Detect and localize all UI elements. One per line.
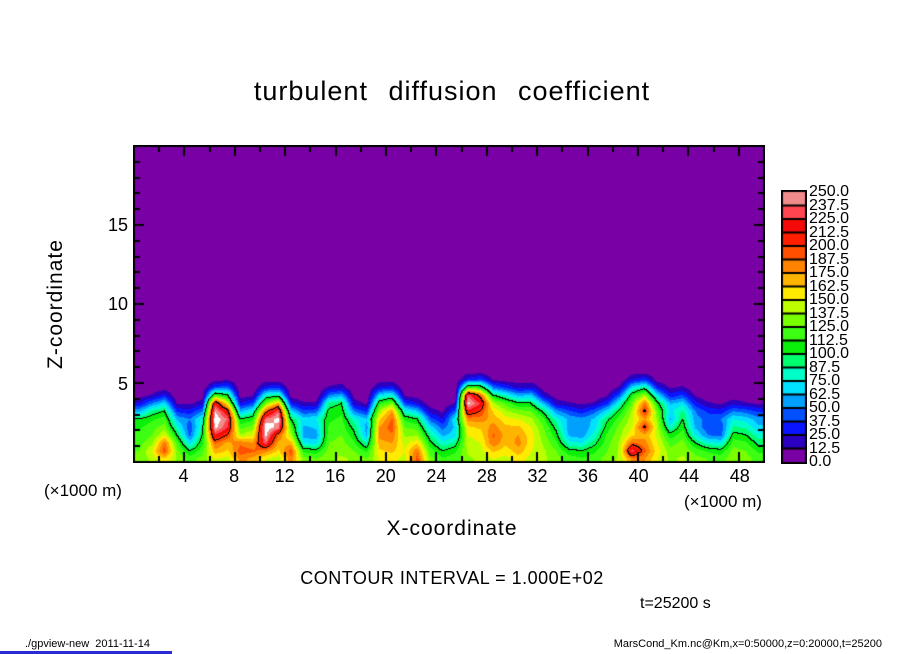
colorbar-label: 200.0: [809, 237, 850, 254]
x-tick-label: 16: [325, 466, 346, 486]
chart-title: turbulent diffusion coefficient: [253, 76, 651, 106]
colorbar-label: 62.5: [809, 385, 841, 403]
x-axis-unit-left: (×1000 m): [44, 481, 122, 500]
colorbar-label: 50.0: [809, 399, 841, 416]
footer-underline-bar: [0, 651, 172, 654]
colorbar-label: 187.5: [809, 250, 850, 268]
x-tick-label: 48: [729, 466, 750, 486]
x-tick-label: 20: [375, 466, 396, 486]
y-tick-label: 15: [107, 214, 128, 235]
colorbar-label: 225.0: [809, 210, 850, 227]
x-axis-label: X-coordinate: [386, 517, 518, 540]
colorbar-label: 75.0: [809, 372, 841, 389]
colorbar-label: 87.5: [809, 358, 841, 376]
colorbar: [781, 190, 807, 464]
colorbar-label: 212.5: [809, 223, 850, 241]
colorbar-label: 250.0: [809, 183, 850, 200]
colorbar-label: 0.0: [809, 453, 832, 470]
colorbar-label: 25.0: [809, 426, 841, 443]
x-tick-label: 40: [628, 466, 649, 486]
time-label: t=25200 s: [640, 595, 711, 612]
x-axis-unit-right: (×1000 m): [684, 492, 762, 511]
colorbar-label: 162.5: [809, 277, 850, 295]
y-tick-label: 5: [117, 373, 128, 394]
x-tick-label: 32: [527, 466, 548, 486]
colorbar-label: 137.5: [809, 304, 850, 322]
colorbar-label: 237.5: [809, 196, 850, 214]
heatmap-plot-canvas: [133, 145, 765, 463]
colorbar-label: 150.0: [809, 291, 850, 308]
x-tick-label: 24: [426, 466, 447, 486]
colorbar-label: 12.5: [809, 439, 841, 457]
x-tick-label: 4: [178, 466, 189, 486]
colorbar-label: 37.5: [809, 412, 841, 430]
x-tick-label: 28: [476, 466, 497, 486]
footer-command-text: ./gpview-new 2011-11-14: [25, 638, 150, 650]
colorbar-label: 100.0: [809, 345, 850, 362]
x-tick-label: 12: [274, 466, 295, 486]
colorbar-label: 112.5: [809, 331, 848, 349]
colorbar-label: 175.0: [809, 264, 850, 281]
y-tick-label: 10: [107, 294, 128, 314]
contour-interval-note: CONTOUR INTERVAL = 1.000E+02: [300, 568, 604, 588]
x-tick-label: 36: [578, 466, 599, 486]
x-tick-label: 44: [679, 466, 700, 486]
footer-file-text: MarsCond_Km.nc@Km,x=0:50000,z=0:20000,t=…: [613, 638, 882, 650]
colorbar-label: 125.0: [809, 318, 850, 335]
y-axis-label: Z-coordinate: [44, 239, 67, 369]
x-tick-label: 8: [229, 466, 240, 486]
